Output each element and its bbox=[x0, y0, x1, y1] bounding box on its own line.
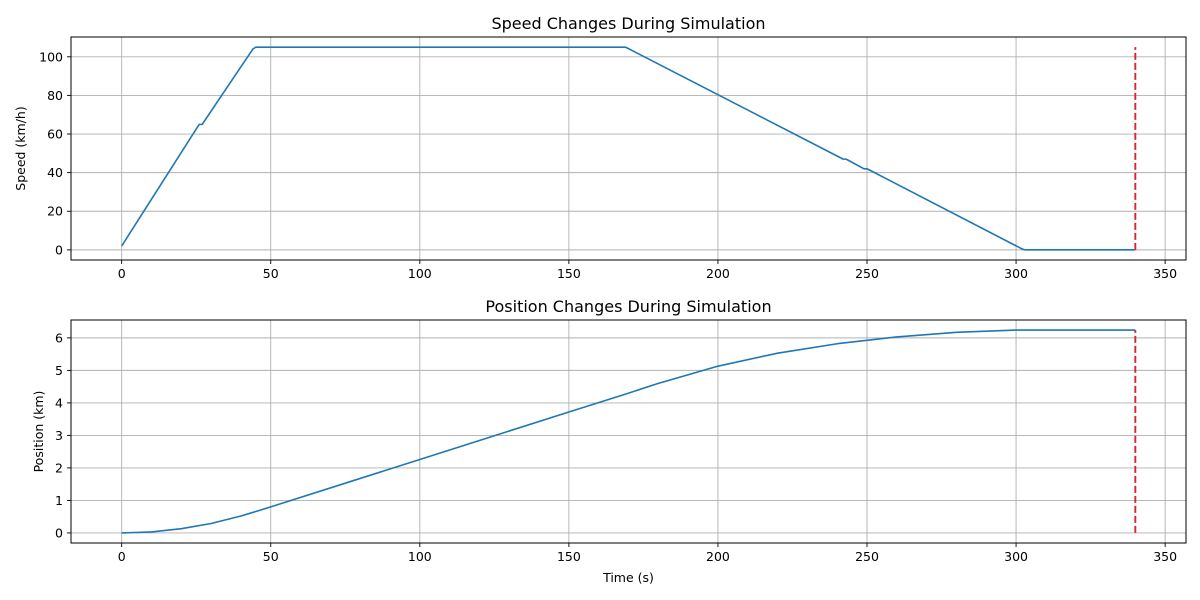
speed-series bbox=[121, 46, 1137, 251]
position-x-axis-label: Time (s) bbox=[602, 570, 654, 585]
position-y-tick-label: 6 bbox=[55, 330, 63, 345]
position-y-tick-label: 5 bbox=[55, 363, 63, 378]
speed-x-tick-label: 100 bbox=[408, 266, 432, 281]
speed-x-tick-label: 200 bbox=[706, 266, 730, 281]
speed-x-tick-label: 50 bbox=[263, 266, 279, 281]
position-x-tick-label: 250 bbox=[855, 549, 879, 564]
position-series bbox=[121, 329, 1137, 534]
speed-y-tick-label: 0 bbox=[55, 242, 63, 257]
position-y-tick-label: 1 bbox=[55, 493, 63, 508]
position-x-tick-label: 150 bbox=[557, 549, 581, 564]
speed-y-tick-label: 20 bbox=[47, 204, 63, 219]
speed-line-series bbox=[121, 46, 1136, 251]
position-y-tick-label: 2 bbox=[55, 460, 63, 475]
position-x-tick-label: 100 bbox=[408, 549, 432, 564]
position-x-tick-label: 200 bbox=[706, 549, 730, 564]
position-x-tick-label: 300 bbox=[1004, 549, 1028, 564]
speed-grid bbox=[71, 37, 1186, 260]
speed-x-tick-label: 250 bbox=[855, 266, 879, 281]
position-plot-frame bbox=[70, 319, 1187, 544]
position-ticks: 0 50 100 150 200 250 300 350 0 1 2 3 4 5 6 bbox=[55, 330, 1177, 564]
position-y-tick-label: 4 bbox=[55, 395, 63, 410]
position-chart-title: Position Changes During Simulation bbox=[485, 297, 771, 316]
position-line-series bbox=[121, 329, 1136, 534]
speed-y-tick-label: 40 bbox=[47, 165, 63, 180]
position-x-tick-label: 0 bbox=[118, 549, 126, 564]
speed-chart-title: Speed Changes During Simulation bbox=[491, 14, 765, 33]
speed-plot-frame bbox=[70, 36, 1187, 261]
speed-chart: 0 50 100 150 200 250 300 350 0 20 40 60 80 100 Speed … bbox=[13, 14, 1187, 281]
speed-x-tick-label: 300 bbox=[1004, 266, 1028, 281]
speed-x-tick-label: 0 bbox=[118, 266, 126, 281]
speed-y-tick-label: 60 bbox=[47, 127, 63, 142]
position-x-tick-label: 350 bbox=[1153, 549, 1177, 564]
position-y-tick-label: 3 bbox=[55, 428, 63, 443]
speed-y-tick-label: 80 bbox=[47, 88, 63, 103]
speed-x-tick-label: 150 bbox=[557, 266, 581, 281]
position-chart: 0 50 100 150 200 250 300 350 0 1 2 3 4 5 6 Position Ch… bbox=[31, 297, 1187, 585]
speed-ticks: 0 50 100 150 200 250 300 350 0 20 40 60 80 100 bbox=[39, 49, 1177, 281]
position-x-tick-label: 50 bbox=[263, 549, 279, 564]
position-grid bbox=[71, 320, 1186, 543]
speed-x-tick-label: 350 bbox=[1153, 266, 1177, 281]
position-y-tick-label: 0 bbox=[55, 525, 63, 540]
speed-y-axis-label: Speed (km/h) bbox=[13, 106, 28, 190]
speed-y-tick-label: 100 bbox=[39, 49, 63, 64]
position-y-axis-label: Position (km) bbox=[31, 391, 46, 473]
